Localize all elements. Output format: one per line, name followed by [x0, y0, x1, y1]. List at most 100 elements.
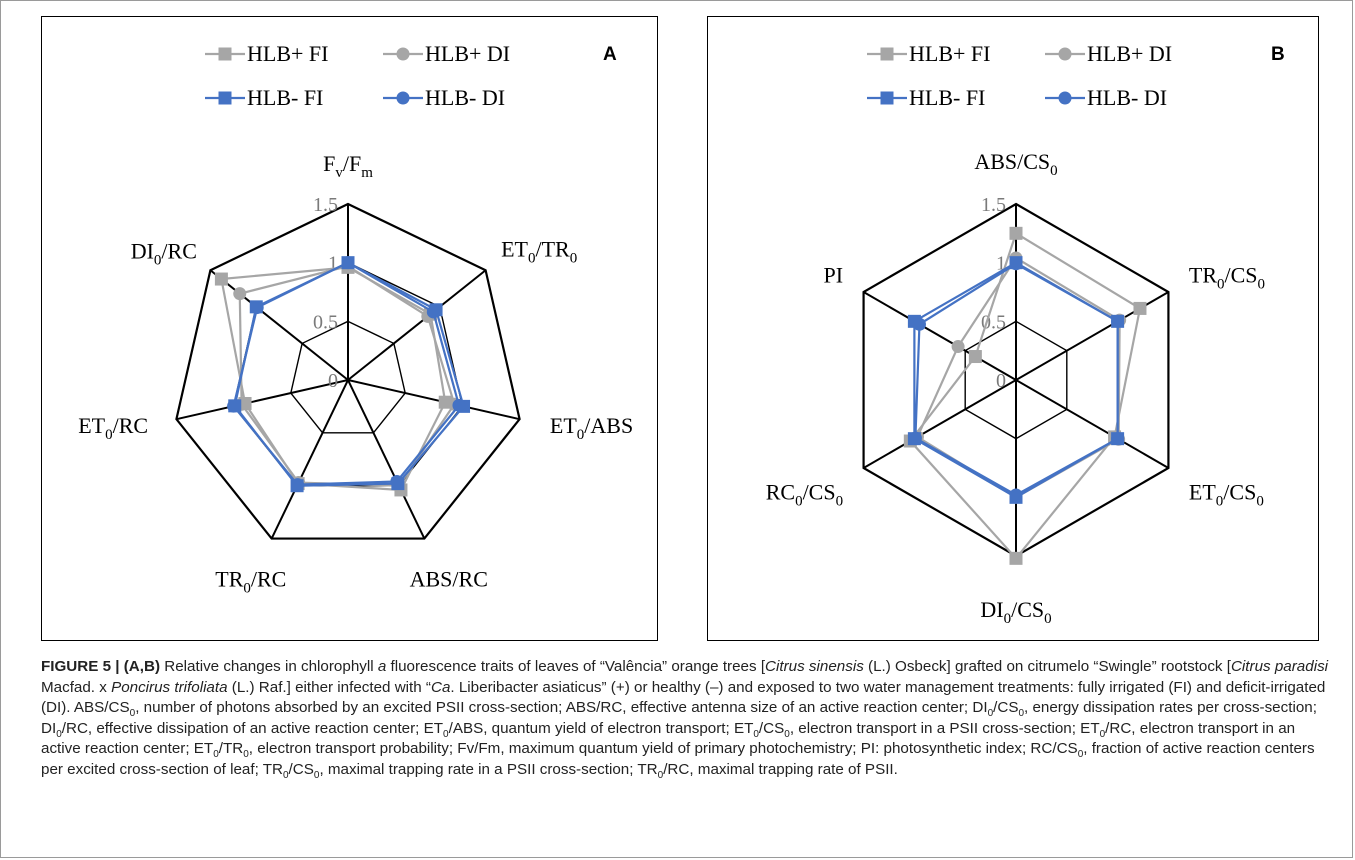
legend-marker [1058, 47, 1072, 61]
tick-label: 0.5 [313, 311, 338, 333]
series-line [220, 266, 447, 492]
caption-text: 0 [987, 708, 994, 720]
caption-text: fluorescence traits of leaves of “Valênc… [386, 658, 766, 675]
data-point [341, 256, 355, 270]
caption-text: . Liberibacter asiaticus” (+) or healthy… [41, 678, 1326, 717]
caption-text: (L.) Osbeck] grafted on citrumelo “Swing… [863, 658, 1231, 675]
tick-label: 1.5 [313, 194, 338, 216]
legend-marker [1058, 91, 1072, 105]
caption-text: , electron transport in a PSII cross-sec… [789, 719, 1100, 737]
caption-text: , electron transport probability; Fv/Fm,… [248, 740, 1078, 757]
axis-label: ET0/ABS [550, 413, 633, 443]
caption-text: 0 [243, 749, 249, 761]
axis-label: TR0/RC [215, 566, 286, 596]
caption-text: Relative changes in chlorophyll [160, 658, 378, 675]
caption-text: 0 [313, 769, 320, 781]
data-point [912, 317, 926, 331]
caption-text: Citrus paradisi [1230, 658, 1329, 675]
caption-text: /TR [218, 740, 244, 757]
caption-text: (L.) Raf.] either infected with “ [227, 678, 431, 696]
legend-label: HLB- DI [1087, 85, 1167, 110]
legend-label: HLB+ FI [909, 41, 990, 66]
data-point [291, 478, 305, 492]
caption-text: /CS [288, 760, 314, 778]
panel-letter: A [603, 44, 617, 65]
caption-text: 0 [784, 728, 790, 740]
series-line [233, 261, 465, 487]
caption-text: , number of photons absorbed by an excit… [135, 699, 988, 716]
caption-text: 0 [657, 769, 664, 781]
legend-marker [396, 47, 410, 61]
axis-label: TR0/CS0 [1189, 262, 1265, 292]
axis-label: ABS/CS0 [974, 149, 1057, 179]
axis-spoke [347, 379, 520, 421]
axis-spoke [863, 379, 1017, 469]
legend-label: HLB+ DI [425, 41, 510, 66]
caption-text: 0 [1018, 708, 1025, 720]
legend-marker [880, 47, 894, 61]
axis-spoke [176, 379, 349, 421]
data-point [426, 305, 440, 319]
caption-text: 0 [213, 749, 219, 761]
caption-text: /ABS, quantum yield of electron transpor… [448, 719, 754, 737]
data-point [1009, 226, 1023, 240]
caption-text: Macfad. x [41, 678, 112, 696]
axis-label: PI [824, 262, 844, 287]
axis-label: ET0/TR0 [501, 236, 577, 266]
data-point [390, 474, 404, 488]
legend-label: HLB+ DI [1087, 41, 1172, 66]
radar-chart-a: 0 0.5 1 1.5 Fv/Fm ET0/TR0 ET0/ABS ABS/RC TR0/RC E… [78, 41, 633, 596]
axis-spoke [347, 269, 487, 381]
data-point [908, 431, 922, 445]
grid-ring [290, 320, 406, 434]
data-point [1009, 551, 1023, 565]
caption-text: 0 [282, 769, 289, 781]
data-point [250, 301, 264, 315]
caption-text: 0 [129, 708, 136, 720]
data-point [1133, 301, 1147, 315]
tick-label: 1 [328, 253, 338, 275]
legend-label: HLB+ FI [247, 41, 328, 66]
caption-text: 0 [56, 728, 62, 740]
data-point [1111, 432, 1125, 446]
legend-marker [218, 47, 232, 61]
caption-text: , maximal trapping rate in a PSII cross-… [319, 760, 658, 778]
tick-label: 1.5 [981, 194, 1006, 216]
axis-label: RC0/CS0 [766, 480, 843, 510]
axis-label: ET0/CS0 [1189, 480, 1264, 510]
data-point [452, 398, 466, 412]
caption-text: a [377, 658, 387, 675]
legend-marker [880, 91, 894, 105]
grid-ring [175, 202, 521, 540]
axis-label: ET0/RC [78, 413, 148, 443]
caption-text: 0 [753, 728, 759, 740]
caption-text: 0 [1099, 728, 1106, 740]
series-line [232, 261, 461, 486]
radar-chart-b: 0 0.5 1 1.5 ABS/CS0 TR0/CS0 ET0/CS0 DI0/CS0 RC0/… [766, 41, 1285, 627]
axis-spoke [347, 379, 426, 540]
legend-label: HLB- DI [425, 85, 505, 110]
figure-caption: FIGURE 5 | (A,B) Relative changes in chl… [41, 657, 1331, 780]
tick-label: 0 [328, 370, 338, 392]
axis-spoke [209, 269, 349, 381]
data-point [233, 287, 247, 301]
caption-text: /RC, maximal trapping rate of PSII. [663, 760, 898, 778]
axis-spoke [270, 379, 349, 540]
caption-text: , fraction of active reaction centers pe… [41, 740, 1315, 778]
data-point [227, 399, 241, 413]
axis-label: Fv/Fm [323, 151, 373, 181]
caption-text: , energy dissipation rates per cross-sec… [41, 699, 1317, 737]
radar-panel-a: 0 0.5 1 1.5 Fv/Fm ET0/TR0 ET0/ABS ABS/RC TR0/RC E… [41, 16, 658, 641]
axis-label: ABS/RC [410, 566, 488, 591]
axis-label: DI0/CS0 [980, 597, 1051, 627]
caption-text: /RC, electron transport in an active rea… [41, 719, 1296, 758]
caption-text: 0 [443, 728, 449, 740]
data-point [1009, 257, 1023, 271]
caption-text: 0 [1077, 749, 1084, 761]
caption-text: Ca [431, 678, 451, 696]
axis-spoke [1015, 379, 1169, 469]
panel-letter: B [1271, 44, 1285, 65]
caption-text: /CS [993, 699, 1019, 716]
legend-marker [218, 91, 232, 105]
